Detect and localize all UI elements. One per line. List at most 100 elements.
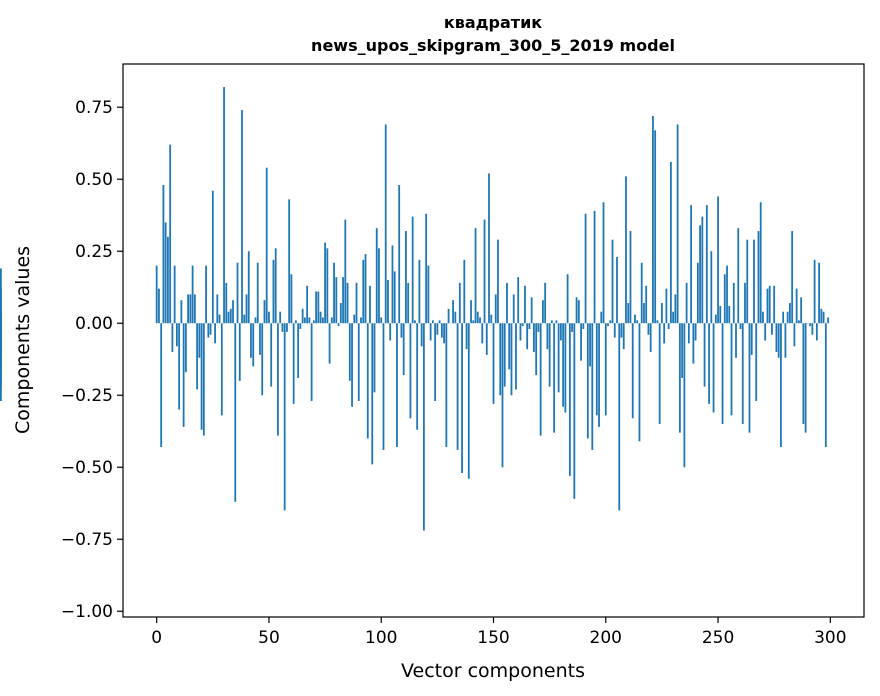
bar-77 (328, 323, 331, 364)
bar-14 (187, 294, 190, 324)
bar-39 (243, 314, 246, 324)
y-tick-label: 0.50 (75, 170, 113, 190)
bar-126 (438, 320, 441, 324)
bar-130 (447, 308, 450, 324)
bar-163 (521, 323, 524, 327)
bar-205 (616, 256, 618, 324)
bar-70 (312, 320, 315, 324)
bar-105 (391, 245, 394, 324)
bar-250 (717, 196, 719, 324)
bar-145 (481, 323, 484, 344)
bar-45 (256, 262, 259, 324)
bar-24 (209, 323, 212, 335)
bar-148 (488, 173, 490, 324)
bar-208 (622, 323, 625, 350)
y-tick-label: 0.00 (75, 314, 113, 334)
bar-82 (339, 303, 342, 324)
bar-253 (723, 274, 726, 324)
bar-19 (198, 323, 201, 358)
bar-90 (357, 323, 360, 401)
bar-183 (566, 274, 569, 324)
bar-286 (797, 320, 800, 324)
bar-181 (562, 323, 565, 407)
bar-164 (524, 285, 526, 324)
bar-41 (247, 251, 250, 324)
bar-199 (602, 202, 605, 324)
bar-9 (175, 323, 178, 347)
bar-52 (272, 259, 275, 324)
bar-197 (598, 323, 600, 427)
bar-80 (335, 277, 338, 324)
chart-title-line-1: квадратик (444, 13, 542, 32)
bar-209 (625, 176, 627, 324)
bar-186 (573, 323, 576, 499)
bar-78 (330, 317, 333, 324)
x-tick-label: 200 (590, 628, 622, 648)
bar-240 (694, 323, 697, 341)
bar-247 (710, 251, 713, 324)
bar-228 (667, 323, 670, 329)
bar-249 (714, 314, 717, 324)
bar-28 (218, 314, 221, 324)
bar-15 (189, 294, 192, 324)
bar-215 (638, 323, 641, 442)
bar-160 (515, 323, 517, 390)
bar-96 (371, 323, 374, 465)
bar-211 (629, 231, 632, 324)
bar-288 (802, 323, 805, 425)
bar-152 (497, 239, 499, 324)
bar-178 (555, 320, 558, 324)
bar-85 (346, 282, 349, 324)
bar-81 (337, 323, 340, 327)
bar-5 (167, 236, 169, 324)
bar-235 (683, 323, 686, 468)
y-tick-label: −0.50 (61, 458, 113, 478)
bar-33 (229, 308, 232, 324)
bar-248 (712, 323, 715, 413)
bar-30 (223, 87, 225, 324)
bar-136 (461, 323, 463, 473)
bar-63 (297, 323, 300, 378)
bar-232 (676, 124, 679, 324)
bar-102 (384, 124, 387, 324)
y-tick-label: −0.25 (61, 386, 113, 406)
bar-48 (263, 300, 266, 324)
bar-67 (306, 285, 309, 324)
bar-91 (360, 317, 362, 324)
bar-172 (542, 300, 544, 324)
bar-238 (690, 205, 692, 324)
bar-210 (627, 303, 630, 324)
bar-258 (735, 323, 737, 358)
bar-291 (809, 323, 812, 327)
bar-6 (169, 144, 172, 324)
bar-103 (387, 280, 389, 324)
bar-27 (216, 294, 219, 324)
bar-276 (775, 323, 778, 353)
bar-10 (178, 323, 181, 410)
bar-54 (277, 323, 279, 436)
bar-76 (326, 248, 329, 324)
bar-113 (409, 323, 412, 419)
x-tick-label: 300 (814, 628, 846, 648)
bar-231 (674, 294, 677, 324)
bar-218 (645, 285, 648, 324)
bar-143 (476, 311, 479, 324)
bar-57 (283, 323, 286, 511)
bar-56 (281, 323, 284, 332)
bar-252 (721, 323, 724, 425)
bar-118 (420, 323, 423, 347)
bar-242 (699, 225, 701, 324)
bar-261 (741, 323, 744, 425)
bar-92 (362, 259, 365, 324)
bar-244 (703, 323, 706, 387)
bar-179 (557, 323, 560, 393)
x-axis-ticks: 0 50 100 150 200 250 300 (151, 617, 847, 648)
bar-193 (589, 323, 591, 367)
bar-267 (755, 323, 758, 401)
bar-257 (732, 282, 735, 324)
bar-260 (739, 323, 742, 329)
bar-138 (465, 323, 468, 350)
bar-298 (824, 323, 827, 448)
bar-266 (753, 239, 755, 324)
